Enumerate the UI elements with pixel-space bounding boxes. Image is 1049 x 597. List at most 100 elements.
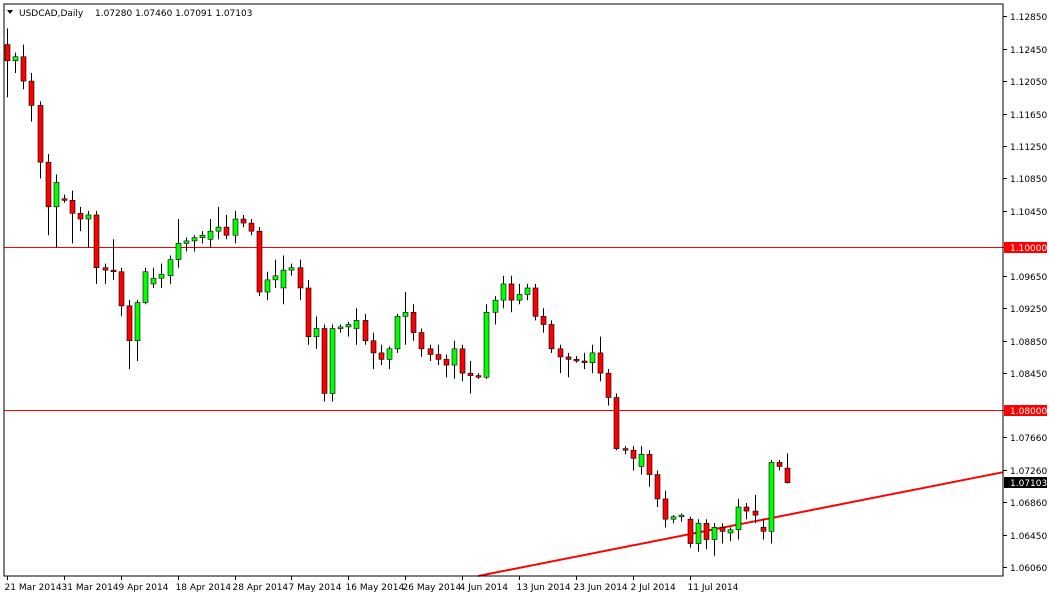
- candle-body: [158, 273, 165, 279]
- candle: [752, 494, 759, 524]
- candle-body: [118, 271, 125, 307]
- candle-body: [248, 222, 255, 232]
- candle: [142, 267, 149, 305]
- x-tick-label: 2 Jul 2014: [631, 583, 676, 593]
- candle-body: [305, 287, 312, 337]
- candle-body: [565, 356, 572, 360]
- candle-body: [297, 267, 304, 289]
- candle-body: [126, 305, 133, 342]
- x-tick-label: 11 Jul 2014: [688, 583, 739, 593]
- candle-body: [589, 352, 596, 363]
- candle: [167, 255, 174, 284]
- candle-body: [240, 218, 247, 224]
- candle: [370, 332, 377, 370]
- x-tick-label: 4 Jun 2014: [460, 583, 509, 593]
- y-tick-label: 1.08450: [1010, 370, 1047, 380]
- candle-body: [630, 449, 637, 459]
- x-tick-label: 31 Mar 2014: [62, 583, 119, 593]
- candle-body: [134, 302, 141, 342]
- candle: [110, 239, 117, 280]
- candle: [85, 210, 92, 248]
- candle-body: [573, 359, 580, 362]
- candle-body: [386, 348, 393, 360]
- candle-body: [378, 352, 385, 360]
- candle: [557, 344, 564, 374]
- y-tick-label: 1.10450: [1010, 208, 1047, 218]
- candle-body: [776, 462, 783, 467]
- candle: [93, 210, 100, 284]
- y-tick-label: 1.12050: [1010, 78, 1047, 88]
- candle: [548, 320, 555, 353]
- y-tick-label: 1.10000: [1010, 244, 1047, 254]
- candle: [288, 263, 295, 276]
- candle-body: [183, 240, 190, 244]
- ohlc-readout: 1.07280 1.07460 1.07091 1.07103: [95, 9, 252, 19]
- candle: [776, 459, 783, 471]
- candle-body: [12, 56, 19, 62]
- candle-body: [110, 269, 117, 273]
- candle: [565, 352, 572, 378]
- candle: [630, 446, 637, 471]
- candle-body: [37, 105, 44, 163]
- candle-body: [93, 214, 100, 268]
- candle: [735, 498, 742, 540]
- candle: [69, 190, 76, 244]
- price-axis: 1.12850 1.12450 1.12050 1.11650 1.11250 1.108…: [1003, 13, 1047, 574]
- x-tick-label: 26 May 2014: [403, 583, 462, 593]
- candle: [297, 259, 304, 301]
- candle: [313, 316, 320, 349]
- candle: [337, 324, 344, 333]
- candle-body: [768, 462, 775, 532]
- candle-body: [492, 299, 499, 313]
- y-tick-label: 1.08000: [1010, 407, 1047, 417]
- candle-body: [150, 277, 157, 285]
- candle-body: [142, 271, 149, 303]
- chart-header: USDCAD,Daily 1.07280 1.07460 1.07091 1.0…: [7, 9, 252, 19]
- y-tick-label: 1.06860: [1010, 499, 1047, 509]
- candle: [435, 344, 442, 366]
- candle: [28, 72, 35, 122]
- candle-body: [719, 527, 726, 532]
- candle: [427, 344, 434, 361]
- candle-body: [743, 506, 750, 512]
- candle: [134, 300, 141, 361]
- candle: [573, 356, 580, 363]
- candle: [662, 490, 669, 528]
- candle-body: [102, 267, 109, 271]
- candle: [223, 214, 230, 240]
- y-tick-label: 1.10850: [1010, 175, 1047, 185]
- candle: [711, 523, 718, 556]
- candle: [613, 393, 620, 451]
- current-price-label: 1.07103: [1010, 479, 1047, 489]
- y-tick-label: 1.06450: [1010, 532, 1047, 542]
- candle: [638, 446, 645, 475]
- triangle-down-icon[interactable]: [7, 10, 13, 14]
- candle: [532, 283, 539, 321]
- candle-body: [394, 316, 401, 350]
- horizontal-levels: [4, 247, 1003, 411]
- y-tick-label: 1.07660: [1010, 434, 1047, 444]
- candle-body: [475, 375, 482, 378]
- candle-body: [524, 287, 531, 295]
- candle-body: [370, 340, 377, 354]
- x-tick-label: 28 Apr 2014: [233, 583, 289, 593]
- y-tick-label: 1.08850: [1010, 338, 1047, 348]
- candle: [475, 373, 482, 379]
- current-price-badge: [1004, 477, 1047, 488]
- candle-body: [695, 522, 702, 544]
- candle: [410, 304, 417, 341]
- candles: [4, 28, 791, 556]
- candle-body: [362, 320, 369, 342]
- candle: [191, 235, 198, 252]
- candle: [158, 263, 165, 288]
- candle: [37, 101, 44, 179]
- candle: [362, 313, 369, 345]
- candle-body: [508, 283, 515, 301]
- candle-body: [427, 348, 434, 355]
- candle: [272, 259, 279, 288]
- candle-body: [451, 348, 458, 366]
- candle: [768, 459, 775, 544]
- candle-body: [459, 348, 466, 374]
- candle: [492, 296, 499, 325]
- candle: [248, 219, 255, 236]
